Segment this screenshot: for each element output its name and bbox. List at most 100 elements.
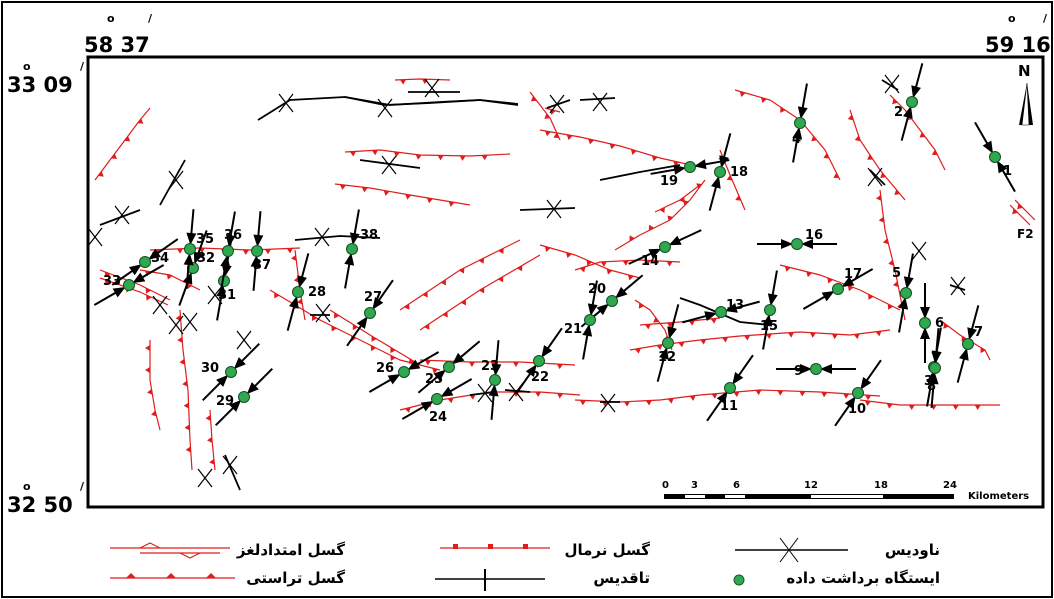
stress-arrow-head (349, 232, 360, 246)
station-15: 15 (760, 270, 778, 350)
fault-tick (544, 113, 551, 119)
legend-strike-slip-label: گسل امتدادلغز (236, 541, 345, 559)
fault-tick (415, 154, 422, 160)
station-label: 29 (216, 394, 234, 409)
stress-arrow-head (615, 286, 628, 299)
station-10: 10 (834, 359, 882, 427)
fault-tick (865, 395, 872, 401)
station-4: 4 (792, 83, 808, 163)
stress-arrow-head (724, 303, 738, 313)
fault-tick (854, 135, 861, 142)
stress-arrow-head (216, 374, 229, 387)
station-label: 35 (196, 232, 214, 247)
fault-tick (498, 276, 504, 283)
bottom-left-latitude: 32 50 (7, 493, 73, 517)
stress-arrow-head (233, 357, 246, 370)
station-dot (533, 355, 545, 367)
fault-tick (468, 362, 475, 367)
station-18: 18 (708, 133, 748, 211)
fault-tick (586, 259, 593, 266)
fault-tick (887, 303, 894, 310)
fault-tick (177, 336, 183, 343)
fault-tick (352, 324, 358, 331)
station-dot (443, 361, 455, 373)
syncline-mark-icon (168, 170, 184, 190)
station-2: 2 (894, 63, 924, 141)
fault-tick (629, 235, 635, 242)
station-dot (906, 96, 918, 108)
station-9: 9 (776, 363, 856, 379)
station-24: 24 (401, 378, 473, 425)
fault-tick (831, 333, 838, 340)
scale-bar: 0 3 6 12 18 24 Kilometers (662, 480, 1029, 502)
fault-tick (478, 257, 485, 264)
station-dot (292, 286, 304, 298)
station-dot (606, 295, 618, 307)
station-23: 23 (481, 340, 502, 420)
stress-arrow-head (659, 346, 669, 360)
fault-tick (919, 132, 926, 138)
fault-tick (696, 183, 703, 189)
stress-arrow-head (220, 254, 231, 268)
legend-thrust: گسل تراستی (110, 569, 345, 587)
stress-arrow-head (762, 313, 773, 327)
fault-tick (371, 150, 378, 156)
station-dot (222, 245, 234, 257)
fault-tick (679, 196, 685, 203)
legend: گسل امتدادلغز گسل تراستی گسل نرمال تاقدی… (110, 537, 940, 591)
station-label: 10 (848, 402, 866, 417)
fault-tick (606, 268, 613, 275)
syncline-mark-icon (477, 383, 493, 403)
stress-arrow-head (920, 307, 930, 319)
fault-tick (634, 348, 641, 354)
fault-tick (733, 391, 740, 397)
stress-arrow-head (928, 371, 939, 385)
fault-tick (739, 91, 746, 98)
station-dot (900, 287, 912, 299)
fault-tick (556, 364, 563, 370)
fault-tick (760, 97, 767, 104)
station-5: 5 (892, 253, 914, 333)
fault-tick (209, 458, 215, 465)
fault-tick (744, 335, 751, 341)
fault-tick (440, 279, 447, 286)
syncline-mark-icon (168, 315, 184, 335)
fault-tick (242, 249, 249, 255)
station-dot (919, 317, 931, 329)
legend-thrust-label: گسل تراستی (246, 569, 345, 587)
fault-tick (442, 311, 448, 318)
fault-tick (544, 130, 551, 137)
station-label: 36 (224, 228, 242, 243)
stress-arrow-head (229, 399, 242, 412)
syncline-mark-icon (152, 295, 168, 315)
syncline-mark-icon (424, 78, 440, 98)
station-21: 21 (564, 280, 598, 360)
stress-arrow-head (246, 382, 259, 395)
fault-tick (666, 322, 673, 328)
stress-arrow-head (253, 234, 264, 248)
station-dot (962, 338, 974, 350)
fault-tick (291, 254, 297, 261)
top-right-longitude: 59 16 (985, 33, 1051, 57)
stress-arrow-head (407, 359, 421, 370)
station-dot (238, 391, 250, 403)
fault-tick (659, 207, 665, 214)
stress-arrow-head (587, 303, 598, 317)
top-lat-minute-mark: / (80, 60, 85, 73)
station-label: 9 (794, 364, 803, 379)
station-dot (852, 387, 864, 399)
station-8: 8 (927, 328, 942, 408)
station-label: 21 (564, 322, 582, 337)
fault-tick (876, 194, 882, 201)
fault-tick (784, 266, 791, 272)
stress-arrow-head (903, 276, 914, 290)
fault-tick (147, 388, 153, 395)
fault-tick (535, 392, 542, 397)
station-dot (724, 382, 736, 394)
station-dot (184, 243, 196, 255)
syncline-mark-icon (377, 98, 393, 118)
fault-tick (264, 249, 271, 255)
fault-tick (459, 267, 465, 274)
stress-arrow-head (433, 369, 446, 382)
legend-station: ایستگاه برداشت داده (733, 569, 940, 587)
